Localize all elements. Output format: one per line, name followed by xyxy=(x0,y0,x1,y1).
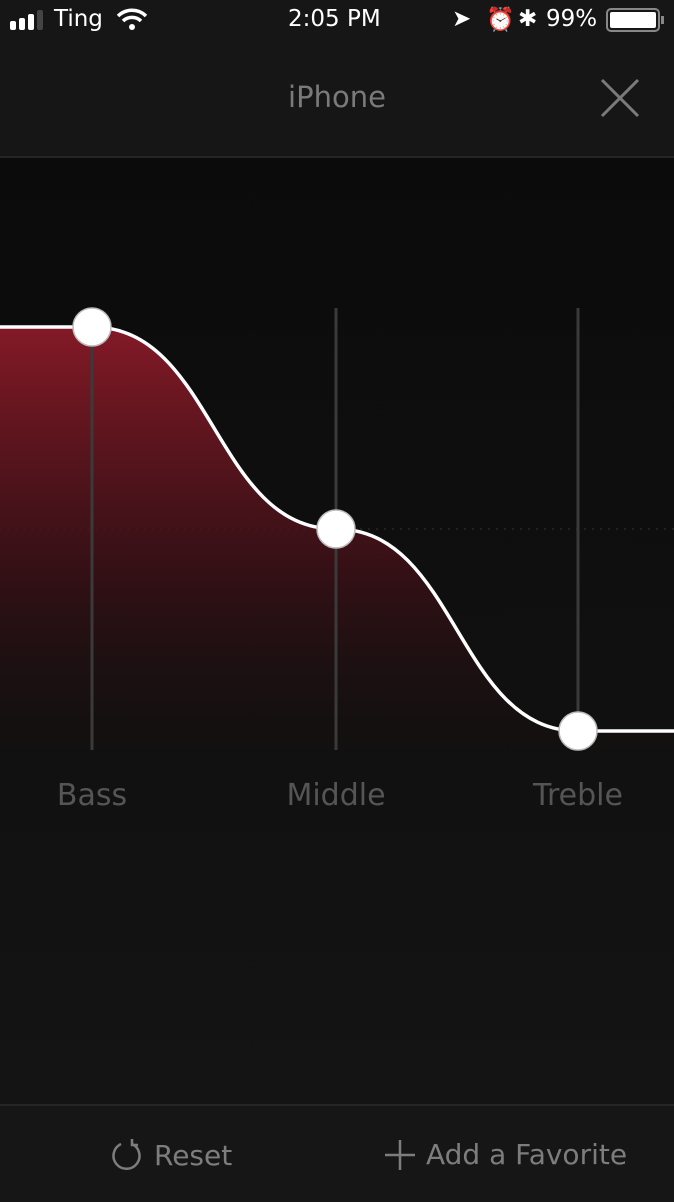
page-title: iPhone xyxy=(288,80,386,114)
slider-knob-bass[interactable] xyxy=(72,307,112,347)
band-label-treble: Treble xyxy=(532,778,623,813)
reset-label: Reset xyxy=(154,1138,233,1172)
alarm-icon: ⏰ xyxy=(486,7,515,33)
wifi-icon xyxy=(116,8,148,30)
location-icon: ➤ xyxy=(452,6,472,32)
add-favorite-button[interactable]: Add a Favorite xyxy=(384,1138,627,1171)
band-label-bass: Bass xyxy=(57,778,127,813)
status-bar: Ting 2:05 PM ➤ ⏰ ✱ 99% xyxy=(0,0,674,40)
clock: 2:05 PM xyxy=(288,6,381,32)
carrier: Ting xyxy=(54,6,103,32)
equalizer-graph[interactable]: Bass Middle Treble xyxy=(0,158,674,1104)
close-icon[interactable] xyxy=(600,78,640,118)
reset-icon xyxy=(112,1139,141,1171)
signal-icon xyxy=(10,10,43,30)
reset-button[interactable]: Reset xyxy=(110,1138,232,1172)
add-favorite-label: Add a Favorite xyxy=(426,1138,628,1171)
battery-percent: 99% xyxy=(546,6,598,32)
battery-icon xyxy=(606,8,664,32)
nav-bar: iPhone xyxy=(0,40,674,158)
slider-knob-treble[interactable] xyxy=(558,711,598,751)
band-label-middle: Middle xyxy=(286,778,385,813)
bottom-toolbar: Reset Add a Favorite xyxy=(0,1104,674,1202)
equalizer-panel: Bass Middle Treble xyxy=(0,158,674,1104)
plus-icon xyxy=(385,1139,415,1170)
slider-knob-middle[interactable] xyxy=(316,509,356,549)
bluetooth-icon: ✱ xyxy=(518,6,538,32)
